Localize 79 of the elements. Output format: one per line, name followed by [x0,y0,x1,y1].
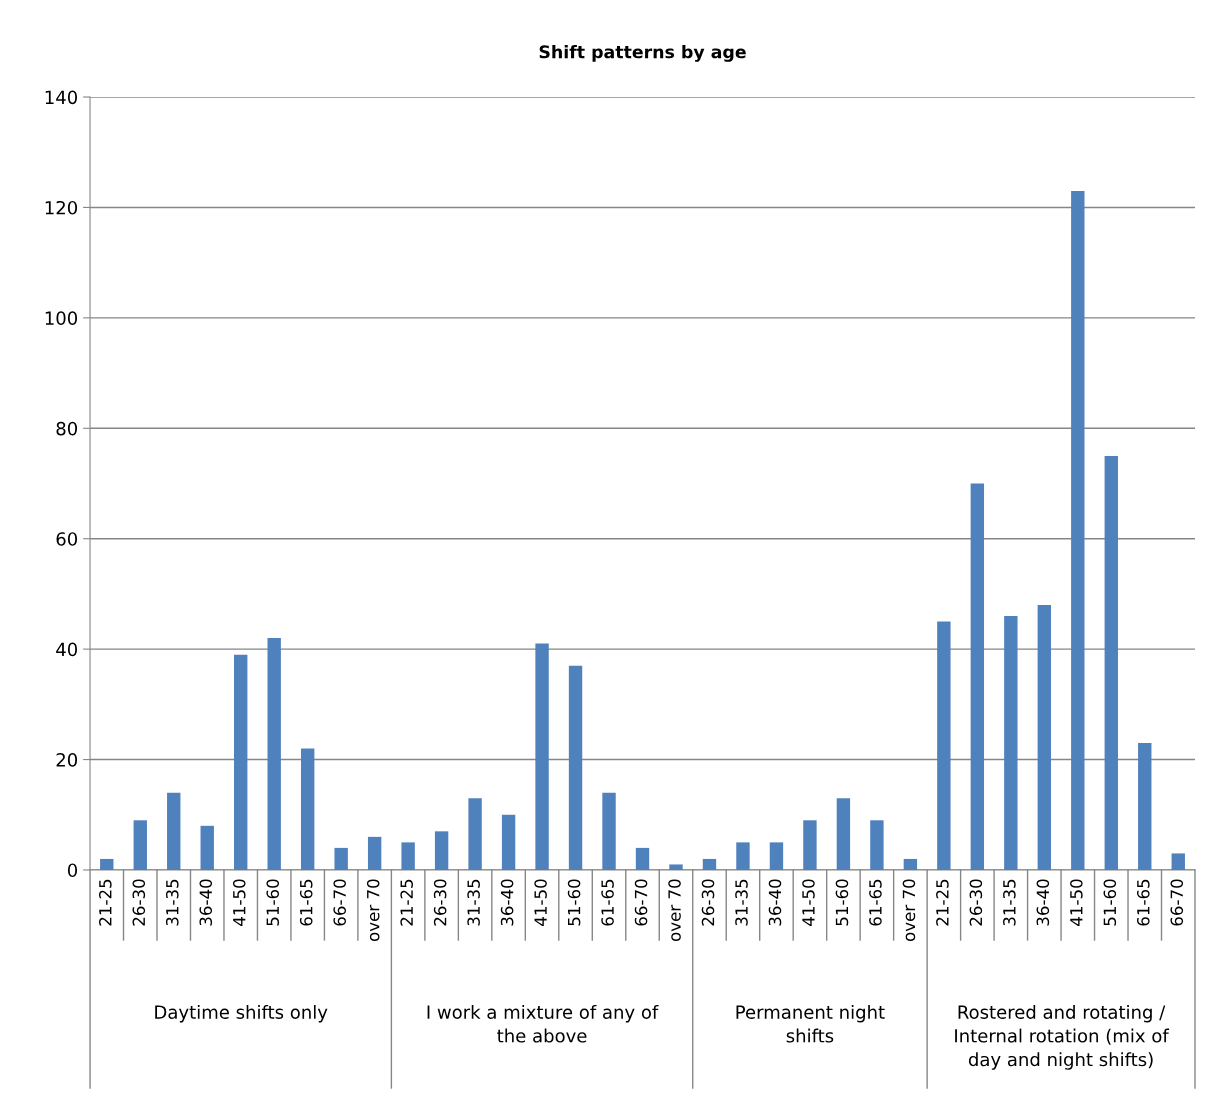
bar [602,792,616,870]
y-tick-label: 120 [45,200,78,215]
x-tick-label: 66-70 [333,879,346,926]
bar [434,831,449,870]
x-tick-label: 66-70 [634,879,648,926]
text: Permanent night shifts [736,1004,885,1043]
bar [803,820,817,870]
bar [635,847,650,870]
x-tick-label: 61-65 [869,879,882,926]
x-tick-label: 26-30 [132,879,146,926]
x-tick-label: 51-60 [1103,879,1117,926]
bar [702,858,717,870]
x-tick-label: 26-30 [433,879,447,926]
x-tick-label: 41-50 [232,879,246,926]
x-tick-label: 31-35 [165,879,179,926]
bar [1171,853,1185,870]
bar [200,825,214,870]
bar [736,842,750,870]
text: I work a mixture of any of the above [427,1004,659,1043]
bar [1138,742,1152,870]
bar [334,847,348,870]
x-tick-label: 31-35 [735,879,748,926]
y-tick-label: 100 [45,311,78,325]
bar [167,792,181,870]
x-tick-label: 66-70 [1170,879,1184,926]
y-tick-label: 140 [45,90,78,105]
bar [468,798,482,870]
x-tick-label: 41-50 [802,879,815,926]
chart-title: Shift patterns by age [539,44,746,62]
bar [1037,604,1052,870]
bar [501,814,516,870]
x-tick-label: 21-25 [99,879,112,926]
x-tick-label: 51-60 [835,879,849,926]
bar [769,842,784,870]
bar [401,842,415,870]
x-tick-label: over 70 [668,879,681,942]
x-tick-label: 31-35 [467,879,480,926]
text: Rostered and rotating / Internal rotation (mix of day and night shifts) [955,1004,1170,1070]
bar [870,820,884,870]
x-tick-label: 31-35 [1003,879,1016,926]
x-tick-label: 36-40 [768,879,782,926]
bar [535,643,549,870]
x-tick-label: 61-65 [1136,879,1150,926]
bar [970,483,985,870]
y-tick-label: 0 [67,863,78,878]
x-tick-label: 36-40 [500,879,514,926]
y-tick-label: 60 [56,532,78,546]
bar [836,798,851,870]
x-tick-label: 21-25 [936,879,949,926]
bar [267,638,281,870]
x-tick-label: 51-60 [567,879,581,926]
y-tick-label: 20 [56,753,78,767]
x-tick-label: 36-40 [1036,879,1050,926]
bar [133,820,147,870]
x-tick-label: 61-65 [299,879,313,926]
x-tick-label: 61-65 [601,879,614,926]
x-tick-label: 41-50 [1070,879,1083,926]
x-tick-label: over 70 [902,879,916,942]
y-tick-label: 40 [56,642,78,657]
x-tick-label: 26-30 [701,879,715,926]
x-tick-label: over 70 [366,879,380,942]
bar [234,654,248,870]
bar [1004,616,1018,870]
bar [903,858,918,870]
x-tick-label: 51-60 [266,879,280,926]
bar [300,748,315,870]
bar [1071,190,1085,870]
text: Daytime shifts only [155,1004,328,1023]
bar [100,858,114,870]
x-tick-label: 21-25 [400,879,413,926]
x-tick-label: 36-40 [199,879,213,926]
bar [937,621,951,870]
bar [367,836,382,870]
x-tick-label: 41-50 [534,879,547,926]
x-tick-label: 26-30 [969,879,983,926]
bar [1104,455,1118,870]
y-tick-label: 80 [56,421,78,436]
bar [669,864,683,870]
bar [568,665,583,870]
